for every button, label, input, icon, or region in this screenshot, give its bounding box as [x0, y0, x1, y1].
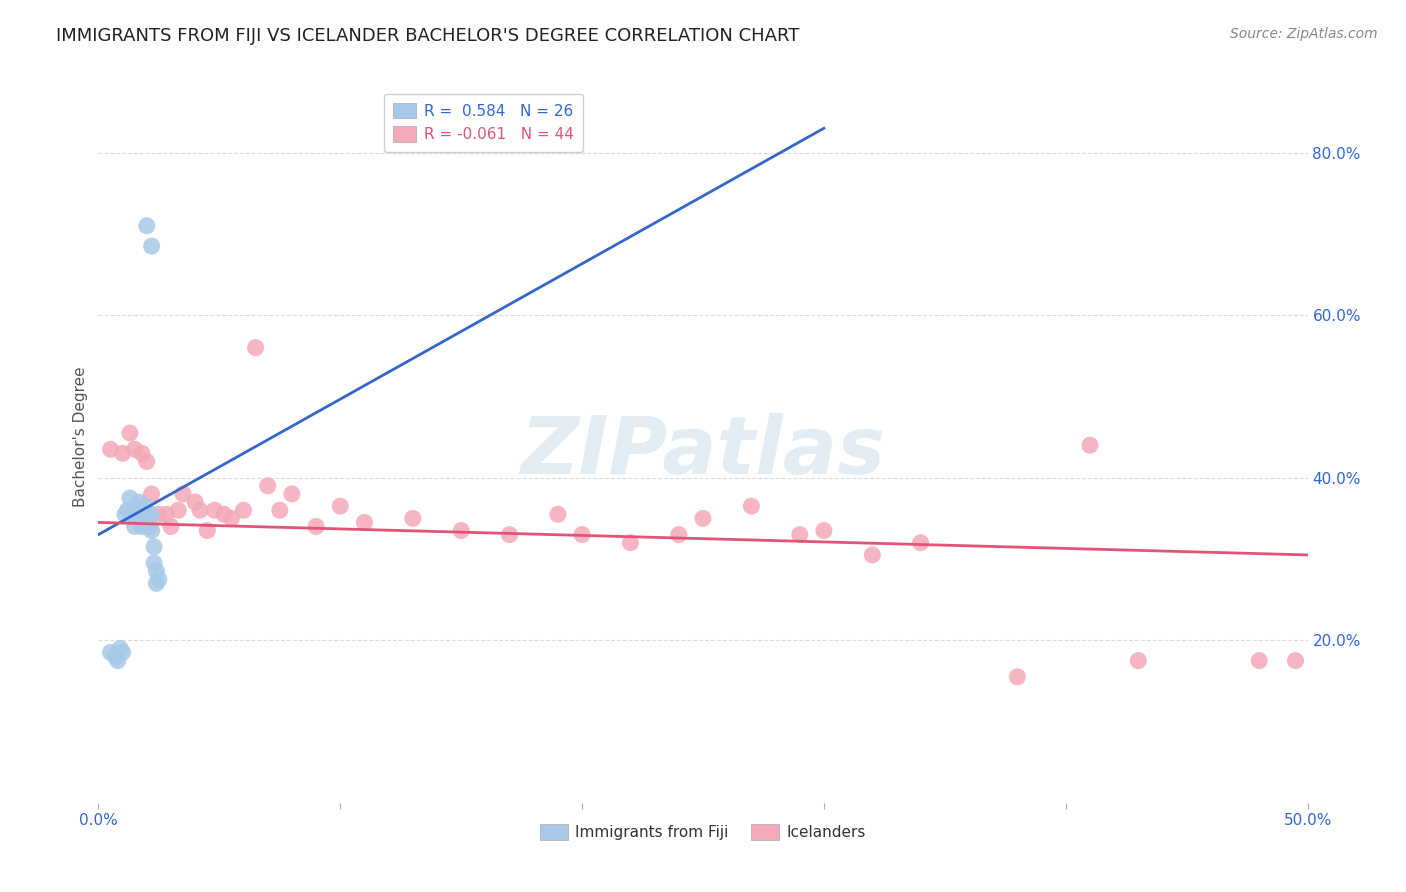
- Point: [860, 548, 883, 562]
- Point: [100, 442, 122, 457]
- Point: [910, 535, 932, 549]
- Point: [204, 503, 226, 517]
- Point: [1007, 670, 1029, 684]
- Y-axis label: Bachelor's Degree: Bachelor's Degree: [73, 367, 89, 508]
- Point: [143, 556, 166, 570]
- Point: [134, 499, 156, 513]
- Point: [100, 645, 122, 659]
- Point: [232, 503, 254, 517]
- Point: [131, 519, 153, 533]
- Point: [1078, 438, 1101, 452]
- Point: [740, 499, 762, 513]
- Point: [114, 508, 136, 522]
- Point: [124, 519, 146, 533]
- Point: [789, 527, 811, 541]
- Legend: Immigrants from Fiji, Icelanders: Immigrants from Fiji, Icelanders: [534, 818, 872, 847]
- Point: [118, 491, 141, 505]
- Point: [571, 527, 593, 541]
- Point: [184, 495, 207, 509]
- Point: [124, 442, 146, 457]
- Point: [135, 511, 157, 525]
- Point: [668, 527, 690, 541]
- Point: [141, 487, 163, 501]
- Point: [195, 524, 218, 538]
- Point: [498, 527, 520, 541]
- Point: [402, 511, 425, 525]
- Point: [131, 446, 153, 460]
- Point: [212, 508, 235, 522]
- Text: ZIPatlas: ZIPatlas: [520, 413, 886, 491]
- Point: [141, 508, 163, 522]
- Point: [256, 479, 278, 493]
- Point: [135, 454, 157, 468]
- Point: [305, 519, 328, 533]
- Point: [141, 239, 163, 253]
- Point: [221, 511, 243, 525]
- Point: [111, 446, 134, 460]
- Point: [450, 524, 472, 538]
- Point: [329, 499, 352, 513]
- Point: [111, 645, 134, 659]
- Point: [134, 516, 156, 530]
- Point: [172, 487, 194, 501]
- Point: [547, 508, 569, 522]
- Point: [1128, 654, 1150, 668]
- Point: [692, 511, 714, 525]
- Point: [148, 572, 170, 586]
- Point: [353, 516, 375, 530]
- Point: [269, 503, 291, 517]
- Point: [281, 487, 304, 501]
- Point: [167, 503, 190, 517]
- Point: [128, 495, 150, 509]
- Point: [127, 503, 149, 517]
- Text: IMMIGRANTS FROM FIJI VS ICELANDER BACHELOR'S DEGREE CORRELATION CHART: IMMIGRANTS FROM FIJI VS ICELANDER BACHEL…: [56, 27, 800, 45]
- Point: [104, 649, 127, 664]
- Point: [143, 540, 166, 554]
- Point: [118, 425, 141, 440]
- Point: [155, 508, 177, 522]
- Point: [141, 524, 163, 538]
- Point: [145, 564, 167, 578]
- Point: [245, 341, 267, 355]
- Point: [813, 524, 835, 538]
- Point: [619, 535, 641, 549]
- Point: [138, 519, 160, 533]
- Point: [148, 508, 170, 522]
- Point: [145, 576, 167, 591]
- Point: [117, 503, 139, 517]
- Point: [121, 508, 143, 522]
- Point: [107, 654, 129, 668]
- Text: Source: ZipAtlas.com: Source: ZipAtlas.com: [1230, 27, 1378, 41]
- Point: [160, 519, 183, 533]
- Point: [1284, 654, 1306, 668]
- Point: [1249, 654, 1271, 668]
- Point: [188, 503, 211, 517]
- Point: [108, 641, 131, 656]
- Point: [135, 219, 157, 233]
